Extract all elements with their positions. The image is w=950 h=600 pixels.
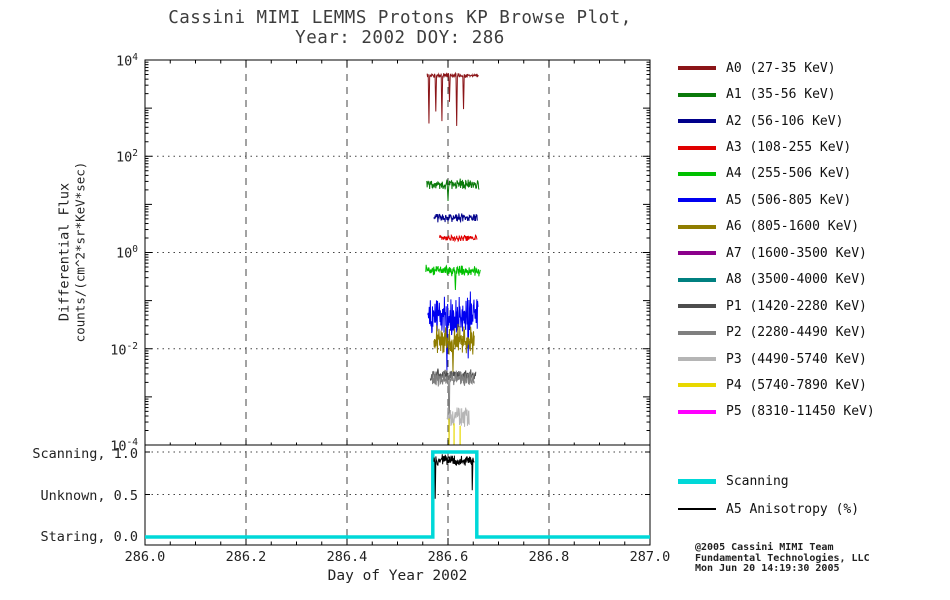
y-tick-base: 10 <box>116 149 133 166</box>
legend-label: A8 (3500-4000 KeV) <box>726 272 867 288</box>
credit-line2: Fundamental Technologies, LLC <box>695 552 870 564</box>
y-axis-title-line2: counts/(cm^2*sr*KeV*sec) <box>72 161 88 343</box>
legend-label: P4 (5740-7890 KeV) <box>726 377 867 393</box>
legend-item-P5: P5 (8310-11450 KeV) <box>678 399 875 425</box>
anisotropy-line <box>433 454 475 499</box>
legend-swatch-A7 <box>678 251 716 256</box>
x-axis-tick-label: 286.6 <box>427 549 469 565</box>
series-P2 <box>431 370 475 444</box>
page-title-line2: Year: 2002 DOY: 286 <box>295 28 505 48</box>
y-axis-tick-label: 104 <box>92 52 138 70</box>
y-tick-base: 10 <box>116 245 133 262</box>
y-axis-tick-label: 10-2 <box>92 341 138 359</box>
series-A4 <box>425 264 481 291</box>
x-axis-tick-label: 286.8 <box>528 549 570 565</box>
credit-text: @2005 Cassini MIMI Team Fundamental Tech… <box>695 542 870 575</box>
series-P1 <box>429 368 477 381</box>
legend-swatch-P4 <box>678 383 716 388</box>
legend-item-P3: P3 (4490-5740 KeV) <box>678 346 875 372</box>
legend-label: Scanning <box>726 473 789 489</box>
credit-line3: Mon Jun 20 14:19:30 2005 <box>695 563 840 574</box>
legend-swatch-a5-anisotropy <box>678 508 716 510</box>
y-axis-tick-label: 102 <box>92 148 138 166</box>
legend-swatch-A8 <box>678 277 716 282</box>
series-A1 <box>426 178 480 202</box>
y-tick-exponent: -4 <box>126 437 138 448</box>
legend-label: P3 (4490-5740 KeV) <box>726 351 867 367</box>
legend-swatch-A5 <box>678 198 716 203</box>
page-title-line1: Cassini MIMI LEMMS Protons KP Browse Plo… <box>168 8 632 28</box>
legend-item-A0: A0 (27-35 KeV) <box>678 55 875 81</box>
legend-item-P1: P1 (1420-2280 KeV) <box>678 293 875 319</box>
legend-label: A5 (506-805 KeV) <box>726 192 852 208</box>
credit-line1: @2005 Cassini MIMI Team <box>695 542 834 553</box>
series-A2 <box>433 213 478 224</box>
y-tick-exponent: -2 <box>126 341 138 352</box>
legend-label: P1 (1420-2280 KeV) <box>726 298 867 314</box>
legend-item-A8: A8 (3500-4000 KeV) <box>678 267 875 293</box>
legend-item-A3: A3 (108-255 KeV) <box>678 134 875 160</box>
legend-label: P2 (2280-4490 KeV) <box>726 325 867 341</box>
legend-label: A5 Anisotropy (%) <box>726 501 860 517</box>
legend-swatch-A2 <box>678 119 716 124</box>
y-axis-tick-label: 100 <box>92 244 138 262</box>
legend-label: A7 (1600-3500 KeV) <box>726 245 867 261</box>
series-P3 <box>446 407 470 427</box>
y-tick-base: 10 <box>110 342 127 359</box>
legend-label: A2 (56-106 KeV) <box>726 113 844 129</box>
x-axis-title: Day of Year 2002 <box>327 568 468 584</box>
channel-legend: A0 (27-35 KeV) A1 (35-56 KeV) A2 (56-106 K… <box>678 55 875 425</box>
legend-label: A1 (35-56 KeV) <box>726 87 836 103</box>
y-tick-base: 10 <box>110 438 127 455</box>
legend-swatch-P2 <box>678 330 716 335</box>
y-axis-tick-label: 10-4 <box>92 437 138 455</box>
main-panel-frame <box>144 59 651 446</box>
legend-swatch-A4 <box>678 171 716 176</box>
series-A6 <box>433 323 475 373</box>
legend-swatch-A0 <box>678 66 716 71</box>
y-tick-exponent: 0 <box>132 244 138 255</box>
legend-label: A4 (255-506 KeV) <box>726 166 852 182</box>
legend-item-A4: A4 (255-506 KeV) <box>678 161 875 187</box>
series-A0 <box>426 71 479 126</box>
legend-swatch-P5 <box>678 409 716 414</box>
legend-item-P2: P2 (2280-4490 KeV) <box>678 319 875 345</box>
legend-swatch-A6 <box>678 224 716 229</box>
lower-y-label-staring: Staring, 0.0 <box>40 529 138 545</box>
legend-swatch-A3 <box>678 145 716 150</box>
legend-item-scanning: Scanning <box>678 467 859 495</box>
legend-item-A7: A7 (1600-3500 KeV) <box>678 240 875 266</box>
legend-swatch-P3 <box>678 357 716 362</box>
legend-item-A5: A5 (506-805 KeV) <box>678 187 875 213</box>
legend-label: A0 (27-35 KeV) <box>726 60 836 76</box>
x-axis-tick-label: 287.0 <box>629 549 671 565</box>
legend-swatch-P1 <box>678 304 716 309</box>
legend-label: P5 (8310-11450 KeV) <box>726 404 875 420</box>
series-A3 <box>438 233 478 243</box>
x-axis-tick-label: 286.2 <box>225 549 267 565</box>
x-axis-tick-label: 286.4 <box>326 549 368 565</box>
series-A5 <box>427 291 479 371</box>
legend-swatch-A1 <box>678 92 716 97</box>
y-tick-base: 10 <box>116 53 133 70</box>
legend-item-P4: P4 (5740-7890 KeV) <box>678 372 875 398</box>
legend-item-a5-anisotropy: A5 Anisotropy (%) <box>678 495 859 523</box>
legend-item-A1: A1 (35-56 KeV) <box>678 81 875 107</box>
legend-swatch-scanning <box>678 478 716 484</box>
legend-label: A3 (108-255 KeV) <box>726 140 852 156</box>
legend-item-A6: A6 (805-1600 KeV) <box>678 214 875 240</box>
lower-legend: Scanning A5 Anisotropy (%) <box>678 467 859 523</box>
lower-panel-frame <box>144 444 651 546</box>
y-tick-exponent: 4 <box>132 52 138 63</box>
lower-y-label-unknown: Unknown, 0.5 <box>40 488 138 504</box>
lower-y-label-scanning: Scanning, 1.0 <box>32 446 138 462</box>
x-axis-tick-label: 286.0 <box>124 549 166 565</box>
legend-label: A6 (805-1600 KeV) <box>726 219 860 235</box>
y-axis-title-line1: Differential Flux <box>56 182 73 322</box>
legend-item-A2: A2 (56-106 KeV) <box>678 108 875 134</box>
scanning-state-line <box>145 450 650 539</box>
y-tick-exponent: 2 <box>132 148 138 159</box>
